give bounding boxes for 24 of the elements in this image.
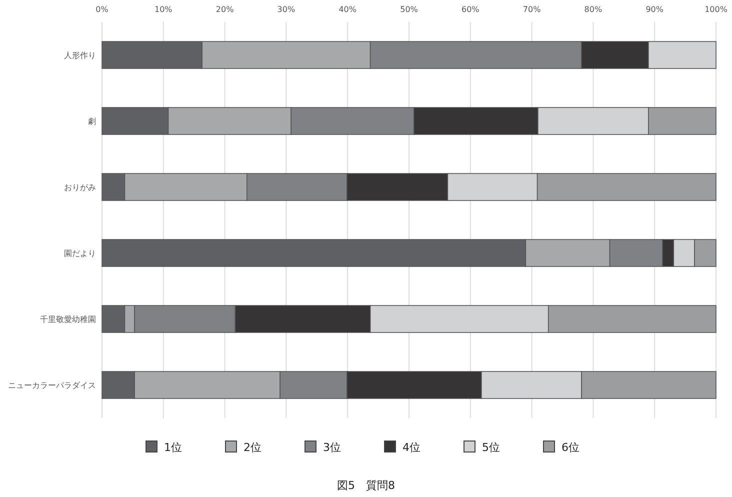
text: 図5 質問8 <box>337 479 395 492</box>
y-tick-label: 人形作り <box>64 51 96 60</box>
x-tick-label: 10% <box>154 5 173 14</box>
x-tick-label: 20% <box>216 5 234 14</box>
x-tick-label: 50% <box>400 5 418 14</box>
x-tick-label: 40% <box>338 5 357 14</box>
legend-label: 4位 <box>402 441 420 454</box>
legend-label: 3位 <box>323 441 341 454</box>
x-tick-label: 80% <box>584 5 602 14</box>
x-tick-label: 100% <box>704 5 728 14</box>
legend-label: 2位 <box>244 441 262 454</box>
x-tick-label: 70% <box>522 5 542 14</box>
y-tick-label: 園だより <box>64 249 96 258</box>
y-tick-label: おりがみ <box>64 183 96 192</box>
y-tick-label: 劇 <box>88 117 96 126</box>
x-tick-label: 30% <box>277 5 296 14</box>
x-tick-label: 0% <box>96 5 109 14</box>
y-tick-label: ニューカラーパラダイス <box>8 381 96 390</box>
legend-label: 6位 <box>562 441 580 454</box>
legend-label: 5位 <box>482 441 500 454</box>
x-tick-label: 60% <box>462 5 480 14</box>
legend-label: 1位 <box>164 441 182 454</box>
y-tick-label: 千里敬愛幼稚園 <box>40 315 96 324</box>
x-tick-label: 90% <box>646 5 664 14</box>
